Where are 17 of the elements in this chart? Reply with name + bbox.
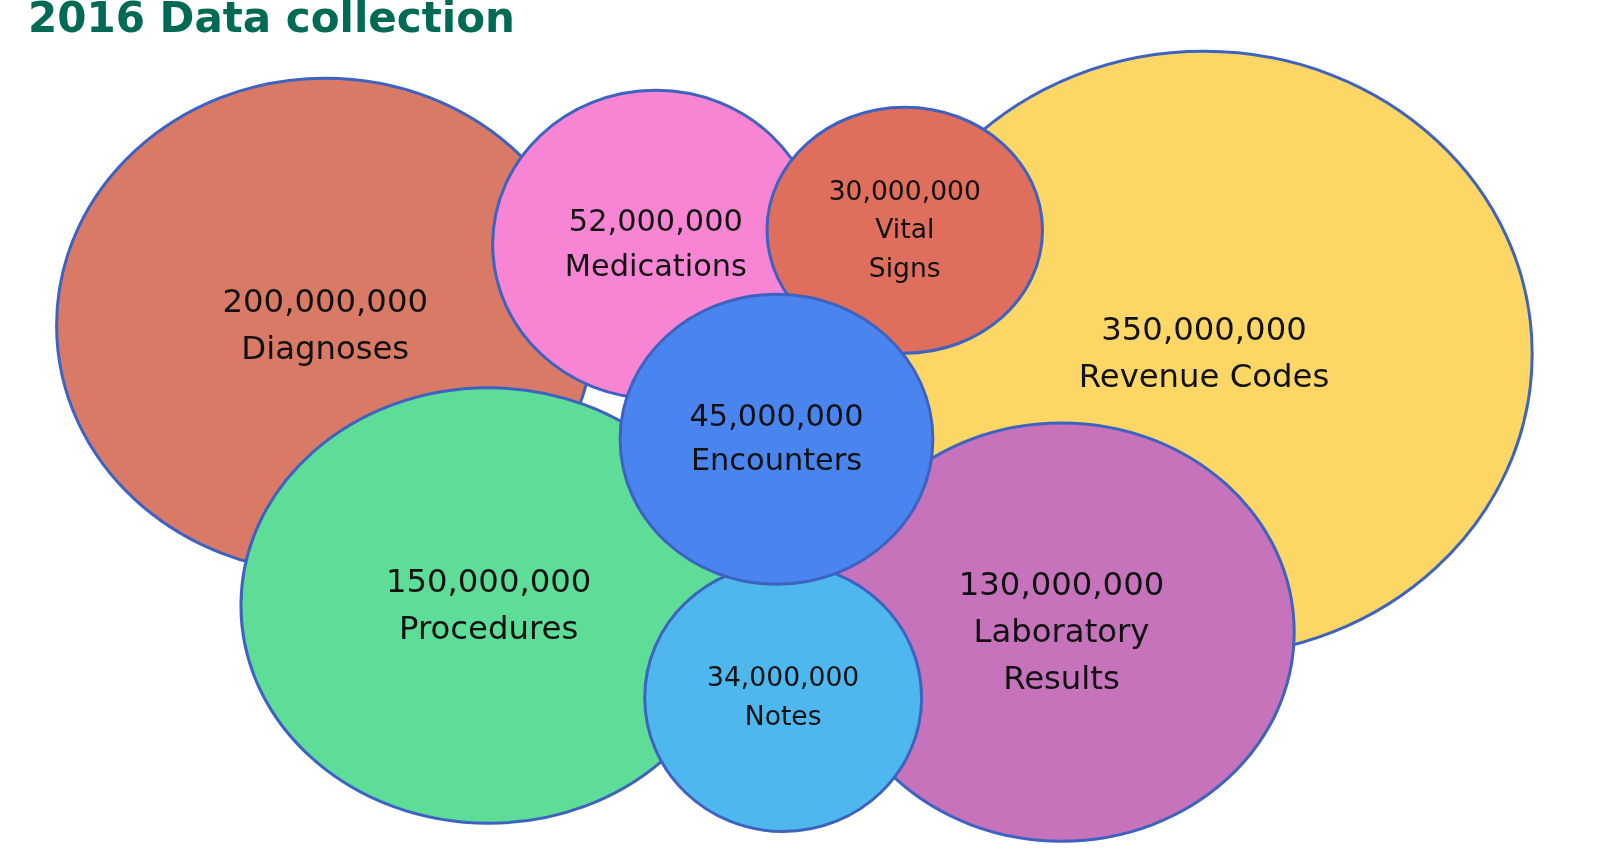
- text: 2016 Data collection: [28, 0, 515, 43]
- data-label: 130,000,000: [958, 565, 1165, 604]
- data-label: 150,000,000: [385, 562, 592, 601]
- category-label: Notes: [744, 699, 822, 731]
- category-label: Diagnoses: [241, 328, 410, 367]
- category-label: Laboratory Results: [973, 612, 1150, 697]
- category-label: Revenue Codes: [1078, 357, 1330, 396]
- data-label: 200,000,000: [222, 281, 428, 320]
- data-label: 45,000,000: [689, 398, 864, 434]
- data-label: 52,000,000: [568, 203, 743, 239]
- category-label: Procedures: [399, 608, 579, 647]
- data-label: 30,000,000: [828, 174, 981, 206]
- category-label: Medications: [564, 247, 747, 283]
- data-label: 350,000,000: [1101, 310, 1307, 349]
- category-label: Encounters: [690, 442, 863, 478]
- data-label: 34,000,000: [707, 661, 860, 693]
- category-label: Vital Signs: [868, 213, 941, 283]
